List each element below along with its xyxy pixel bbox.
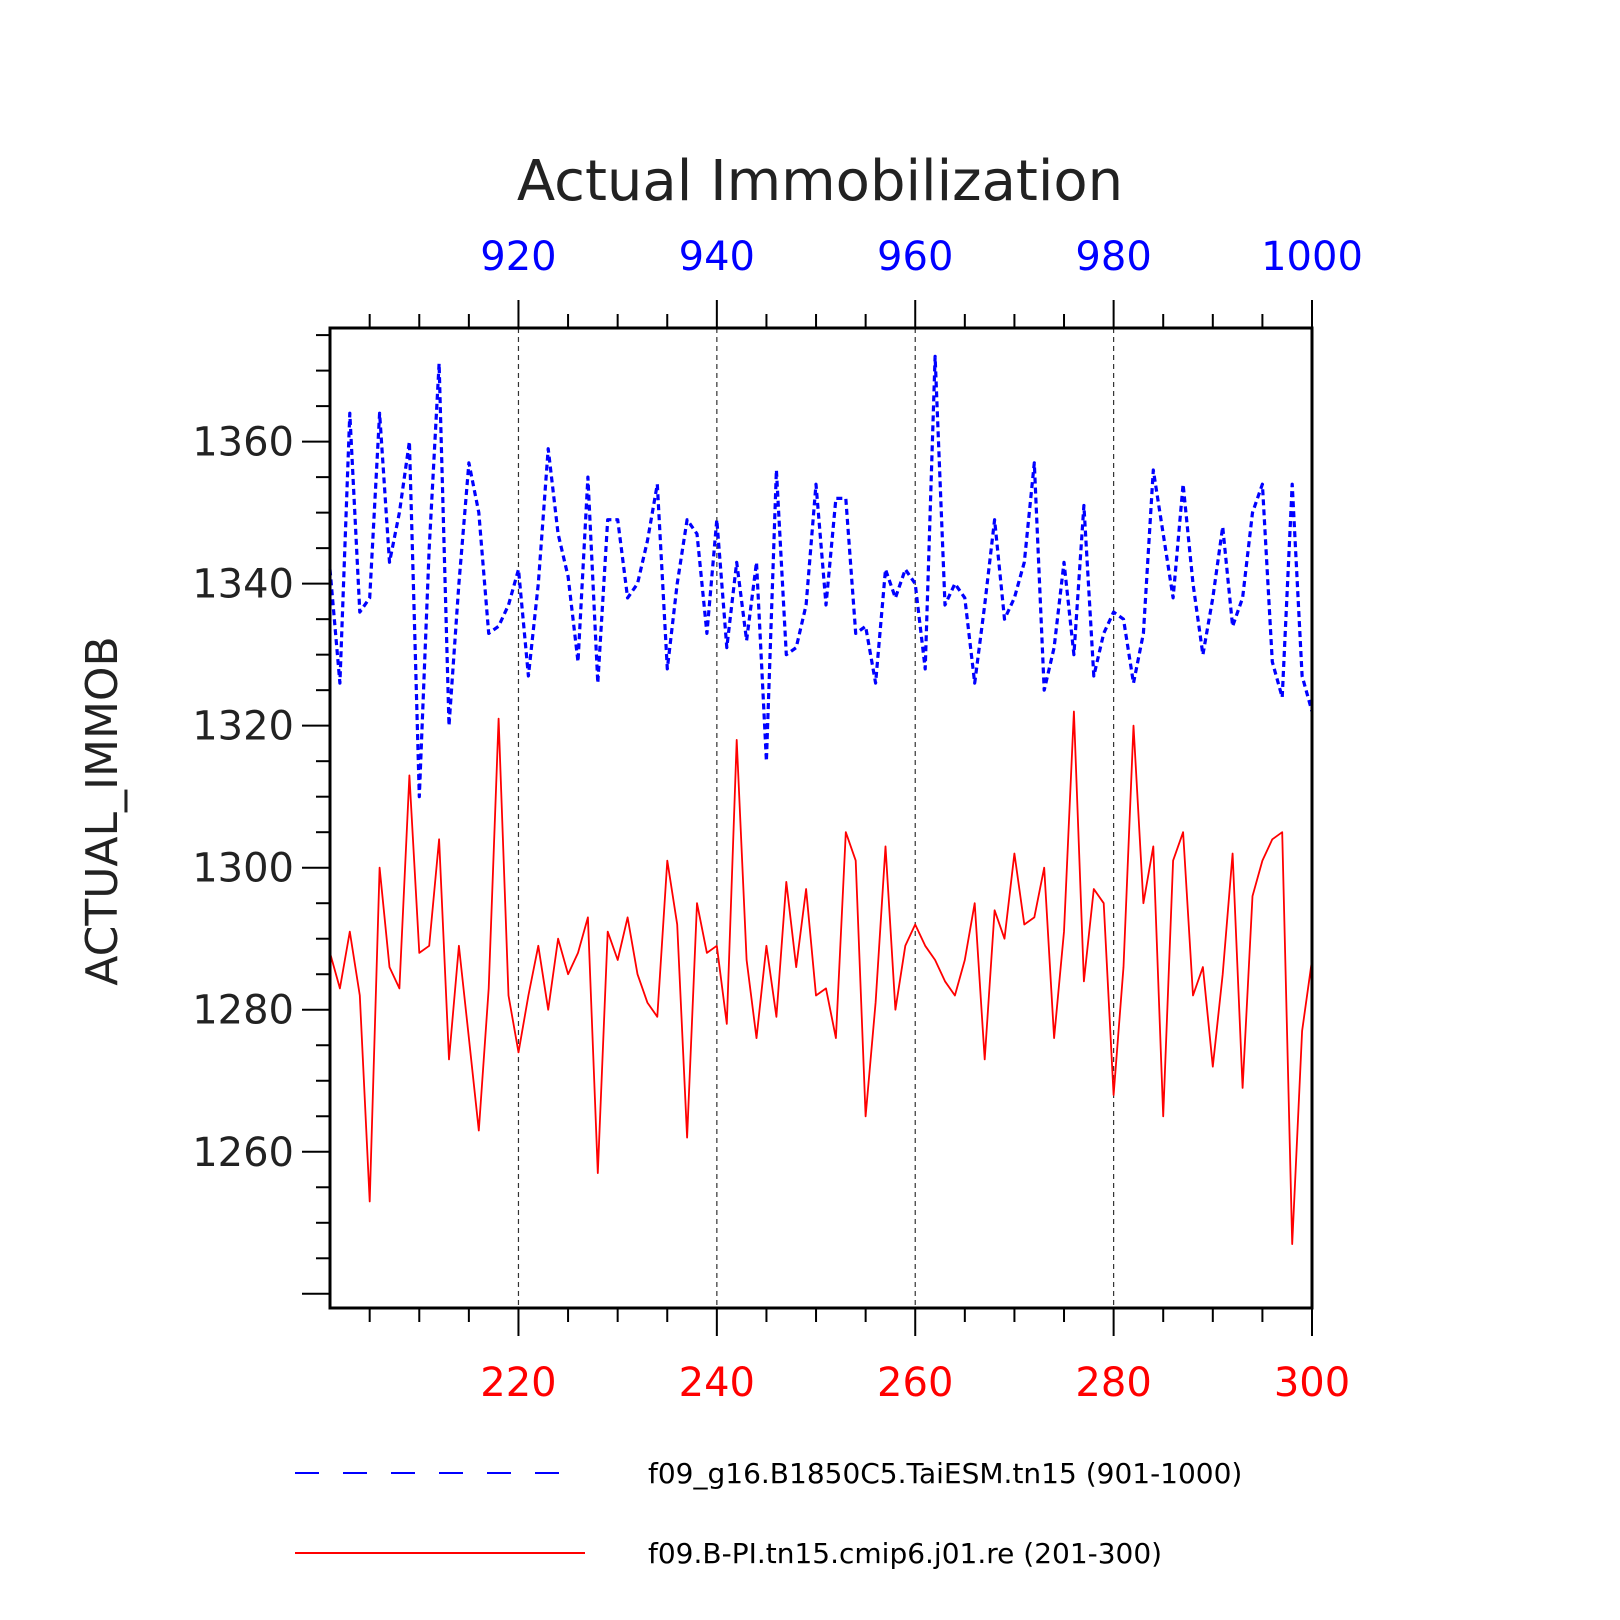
y-tick-label: 1340 <box>192 562 294 608</box>
bottom-tick-label: 300 <box>1274 1360 1350 1406</box>
legend-label-series-1: f09.B-PI.tn15.cmip6.j01.re (201-300) <box>648 1537 1162 1570</box>
top-tick-label: 960 <box>877 234 953 280</box>
top-tick-label: 940 <box>679 234 755 280</box>
series-lines <box>328 354 1314 1245</box>
y-axis-label: ACTUAL_IMMOB <box>77 636 128 985</box>
top-tick-label: 980 <box>1075 234 1151 280</box>
y-tick-label: 1280 <box>192 988 294 1034</box>
bottom-tick-label: 220 <box>480 1360 556 1406</box>
series-line-0 <box>328 354 1314 799</box>
legend: f09_g16.B1850C5.TaiESM.tn15 (901-1000) f… <box>295 1457 1242 1570</box>
series-line-1 <box>329 710 1313 1245</box>
y-tick-label: 1300 <box>192 846 294 892</box>
chart-title: Actual Immobilization <box>517 149 1123 214</box>
y-tick-label: 1360 <box>192 420 294 466</box>
y-tick-label: 1260 <box>192 1130 294 1176</box>
grid-lines <box>517 328 1115 1308</box>
top-tick-label: 920 <box>480 234 556 280</box>
bottom-tick-label: 260 <box>877 1360 953 1406</box>
bottom-tick-label: 280 <box>1075 1360 1151 1406</box>
bottom-tick-label: 240 <box>679 1360 755 1406</box>
y-tick-label: 1320 <box>192 704 294 750</box>
legend-label-series-0: f09_g16.B1850C5.TaiESM.tn15 (901-1000) <box>648 1457 1242 1490</box>
plot-frame <box>328 326 1314 1310</box>
axes: 1260 1280 1300 1320 1340 1360 920 940 960 980 1000… <box>192 234 1363 1406</box>
top-tick-label: 1000 <box>1261 234 1363 280</box>
